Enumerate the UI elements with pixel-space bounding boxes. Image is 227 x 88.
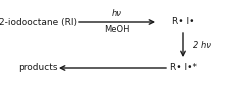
Text: R• I•: R• I• [172, 18, 194, 26]
Text: MeOH: MeOH [104, 26, 130, 34]
Text: 2-iodooctane (RI): 2-iodooctane (RI) [0, 18, 77, 26]
Text: 2 hν: 2 hν [193, 40, 211, 49]
Text: hν: hν [112, 10, 122, 18]
Text: R• I•*: R• I•* [170, 64, 197, 73]
Text: products: products [18, 64, 58, 73]
